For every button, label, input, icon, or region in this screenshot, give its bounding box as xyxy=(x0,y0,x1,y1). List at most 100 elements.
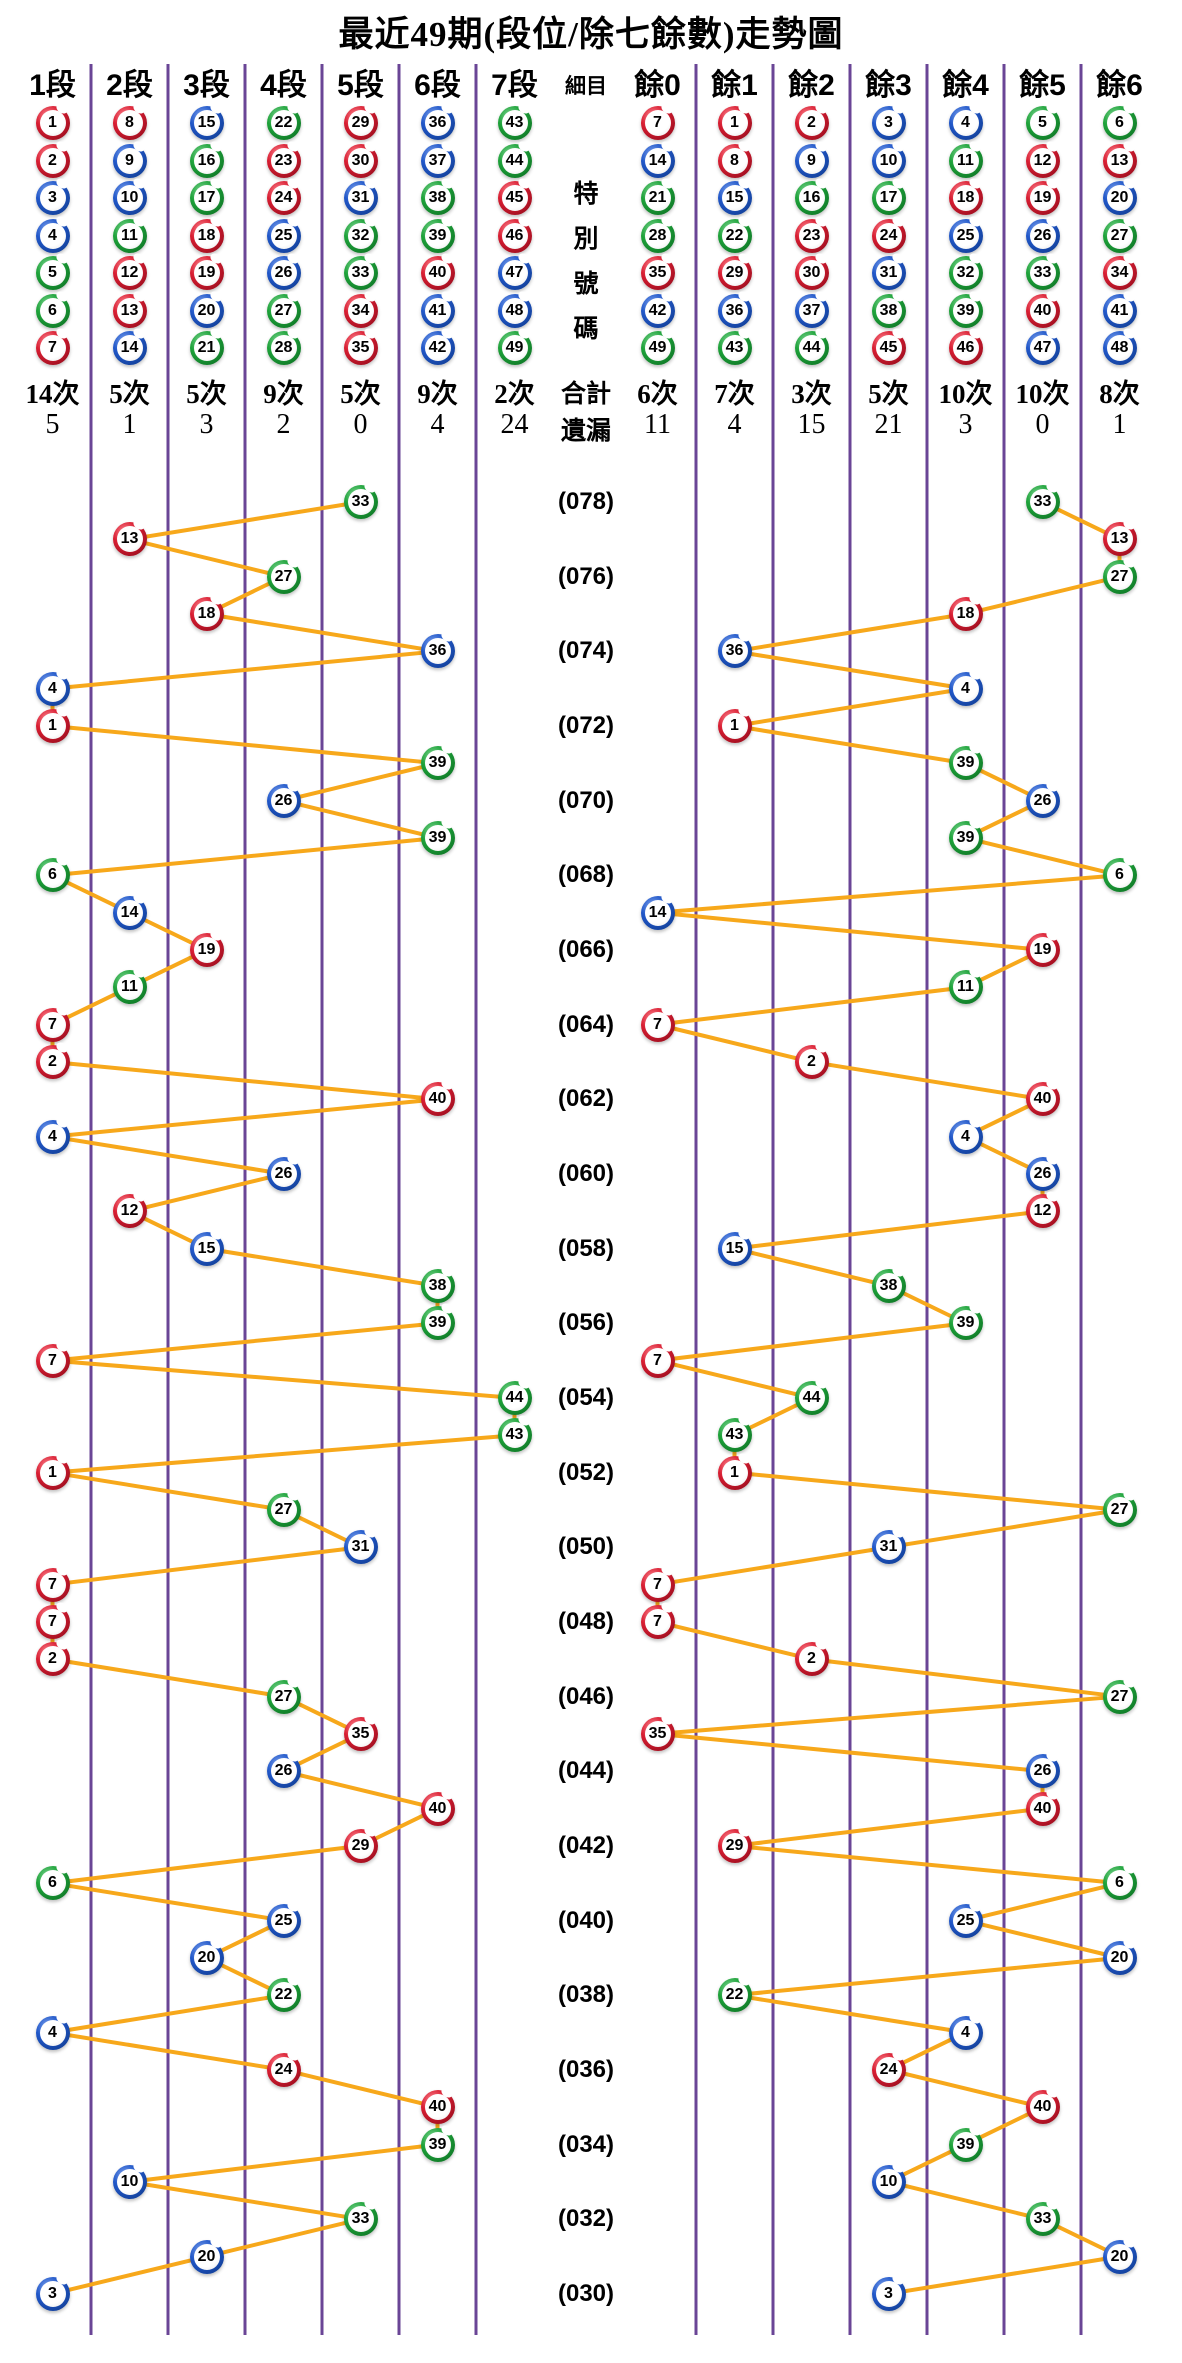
ball-number: 36 xyxy=(721,638,748,665)
trend-remainder-ball-19: 19 xyxy=(1025,932,1060,967)
table-ball-2: 2 xyxy=(35,143,70,178)
ball-number: 3 xyxy=(39,185,66,211)
table-ball-32: 32 xyxy=(343,218,378,253)
ball-number: 28 xyxy=(270,335,297,361)
table-ball-8: 8 xyxy=(717,143,752,178)
page-title: 最近49期(段位/除七餘數)走勢圖 xyxy=(338,15,844,54)
trend-remainder-ball-20: 20 xyxy=(1102,2239,1137,2274)
period-label: (064) xyxy=(557,1010,615,1038)
trend-segment-ball-40: 40 xyxy=(420,1791,455,1826)
trend-remainder-ball-13: 13 xyxy=(1102,522,1137,557)
table-ball-37: 37 xyxy=(420,143,455,178)
segment-miss-7: 24 xyxy=(500,409,529,440)
ball-number: 21 xyxy=(644,185,671,211)
ball-number: 27 xyxy=(1106,1496,1133,1523)
trend-remainder-ball-33: 33 xyxy=(1025,2202,1060,2237)
ball-number: 1 xyxy=(39,712,66,739)
trend-remainder-ball-3: 3 xyxy=(871,2276,906,2311)
ball-number: 40 xyxy=(424,1795,451,1822)
table-ball-11: 11 xyxy=(948,143,983,178)
ball-number: 19 xyxy=(193,936,220,963)
ball-number: 4 xyxy=(952,1123,979,1150)
ball-number: 20 xyxy=(1106,2243,1133,2270)
table-ball-10: 10 xyxy=(112,181,147,215)
trend-segment-ball-7: 7 xyxy=(35,1567,70,1602)
ball-number: 34 xyxy=(1106,260,1133,286)
ball-number: 39 xyxy=(952,1310,979,1337)
table-ball-9: 9 xyxy=(794,143,829,178)
ball-number: 39 xyxy=(424,824,451,851)
ball-number: 48 xyxy=(1106,335,1133,361)
trend-remainder-ball-7: 7 xyxy=(640,1604,675,1639)
ball-number: 8 xyxy=(116,110,143,136)
trend-segment-ball-14: 14 xyxy=(112,895,147,930)
period-label: (076) xyxy=(557,562,615,590)
ball-number: 19 xyxy=(193,260,220,286)
period-label: (056) xyxy=(557,1309,615,1337)
period-label: (046) xyxy=(557,1682,615,1710)
ball-number: 3 xyxy=(875,110,902,136)
remainder-count-2: 3次 xyxy=(791,379,832,409)
ball-number: 26 xyxy=(1029,787,1056,814)
column-header-segment-5: 5段 xyxy=(337,69,384,102)
table-ball-17: 17 xyxy=(189,181,224,215)
trend-segment-ball-26: 26 xyxy=(266,1156,301,1191)
ball-number: 7 xyxy=(39,335,66,361)
table-ball-37: 37 xyxy=(794,293,829,328)
table-ball-21: 21 xyxy=(640,181,675,215)
trend-remainder-ball-1: 1 xyxy=(717,708,752,743)
table-ball-24: 24 xyxy=(266,181,301,215)
table-ball-18: 18 xyxy=(948,181,983,215)
ball-number: 9 xyxy=(798,147,825,174)
ball-number: 26 xyxy=(270,1758,297,1785)
ball-number: 30 xyxy=(798,260,825,286)
trend-segment-ball-4: 4 xyxy=(35,2015,70,2050)
table-ball-31: 31 xyxy=(343,181,378,215)
ball-number: 41 xyxy=(1106,297,1133,324)
ball-number: 24 xyxy=(875,222,902,249)
ball-number: 11 xyxy=(952,147,979,174)
table-ball-30: 30 xyxy=(794,256,829,290)
trend-segment-ball-6: 6 xyxy=(35,858,70,893)
ball-number: 31 xyxy=(875,1534,902,1561)
table-ball-49: 49 xyxy=(497,331,532,365)
trend-segment-ball-26: 26 xyxy=(266,783,301,818)
table-ball-28: 28 xyxy=(640,218,675,253)
table-ball-23: 23 xyxy=(266,143,301,178)
trend-segment-ball-40: 40 xyxy=(420,2090,455,2125)
ball-number: 39 xyxy=(952,2131,979,2158)
ball-number: 20 xyxy=(193,1944,220,1971)
segment-miss-1: 5 xyxy=(45,409,60,440)
table-ball-6: 6 xyxy=(1102,106,1137,140)
trend-remainder-ball-10: 10 xyxy=(871,2164,906,2199)
ball-number: 24 xyxy=(270,2056,297,2083)
ball-number: 31 xyxy=(875,260,902,286)
remainder-miss-0: 11 xyxy=(644,409,671,440)
period-label: (062) xyxy=(557,1085,615,1113)
ball-number: 13 xyxy=(1106,526,1133,553)
trend-segment-ball-20: 20 xyxy=(189,1940,224,1975)
trend-segment-ball-20: 20 xyxy=(189,2239,224,2274)
ball-number: 32 xyxy=(347,222,374,249)
trend-remainder-ball-2: 2 xyxy=(794,1642,829,1677)
ball-number: 22 xyxy=(270,110,297,136)
ball-number: 40 xyxy=(424,2094,451,2121)
trend-segment-ball-25: 25 xyxy=(266,1903,301,1938)
ball-number: 33 xyxy=(347,489,374,515)
period-label: (036) xyxy=(557,2055,615,2083)
period-label: (054) xyxy=(557,1383,615,1411)
trend-segment-ball-33: 33 xyxy=(343,2202,378,2237)
ball-number: 15 xyxy=(193,1235,220,1262)
ball-number: 2 xyxy=(39,147,66,174)
ball-number: 36 xyxy=(424,110,451,136)
trend-remainder-ball-29: 29 xyxy=(717,1828,752,1863)
ball-number: 24 xyxy=(875,2056,902,2083)
ball-number: 40 xyxy=(1029,1086,1056,1113)
ball-number: 26 xyxy=(270,260,297,286)
ball-number: 46 xyxy=(952,335,979,361)
ball-number: 27 xyxy=(1106,222,1133,249)
table-ball-47: 47 xyxy=(1025,331,1060,365)
trend-segment-ball-27: 27 xyxy=(266,1492,301,1527)
ball-number: 4 xyxy=(952,2019,979,2046)
ball-number: 33 xyxy=(1029,489,1056,515)
